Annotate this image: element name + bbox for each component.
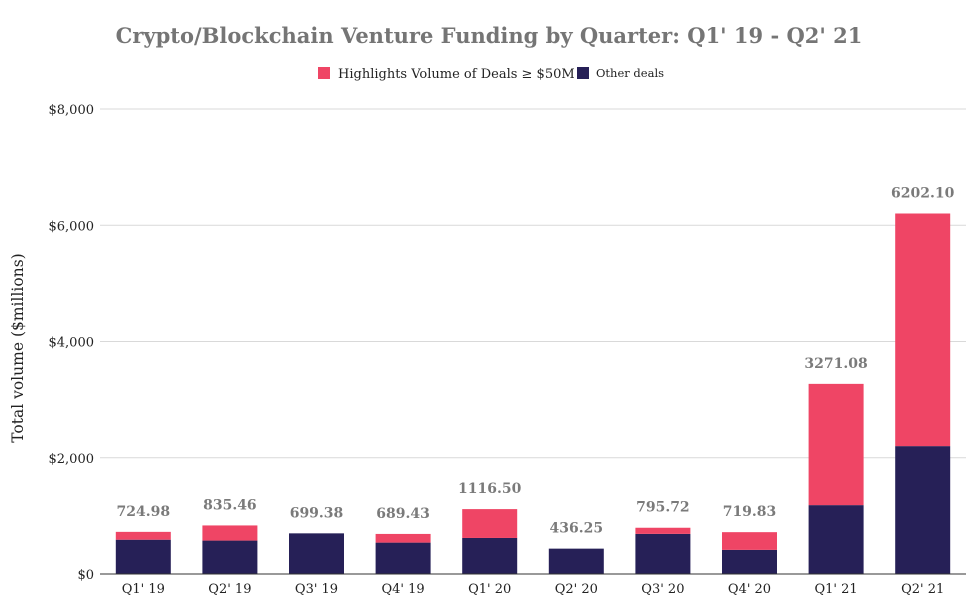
total-data-label: 3271.08 [804, 356, 867, 372]
total-data-label: 699.38 [290, 505, 344, 521]
legend-swatch-other [577, 67, 589, 79]
total-data-label: 795.72 [636, 500, 690, 516]
bar-highlights [115, 531, 171, 540]
bar-other-deals [548, 548, 604, 574]
bar-other-deals [462, 537, 518, 574]
bar-highlights [635, 527, 691, 534]
y-tick-label: $6,000 [49, 219, 95, 234]
bar-highlights [808, 383, 864, 506]
total-data-label: 719.83 [723, 504, 777, 520]
bar-other-deals [289, 533, 344, 574]
bar-highlights [462, 509, 518, 538]
x-axis-ticks: Q1' 19 Q2' 19 Q3' 19 Q4' 19 Q1' 20 Q2' 20 Q3' … [122, 582, 945, 597]
bar-other-deals [202, 540, 258, 574]
bar-other-deals [895, 446, 951, 574]
y-axis-label: Total volume ($millions) [9, 253, 27, 442]
x-tick-label: Q3' 19 [295, 582, 338, 597]
x-tick-label: Q4' 20 [728, 582, 771, 597]
bar-highlights [375, 533, 431, 543]
bar-other-deals [808, 505, 864, 574]
bar-other-deals [635, 533, 691, 574]
total-data-label: 724.98 [117, 504, 171, 520]
bar-highlights [722, 532, 777, 550]
legend-label-highlights: Highlights Volume of Deals ≥ $50M [338, 67, 575, 82]
x-tick-label: Q1' 21 [815, 582, 858, 597]
x-tick-label: Q2' 21 [901, 582, 944, 597]
total-data-label: 835.46 [203, 497, 257, 513]
legend-swatch-highlights [318, 67, 330, 79]
bar-other-deals [722, 549, 777, 574]
x-tick-label: Q2' 20 [555, 582, 598, 597]
total-data-label: 436.25 [550, 521, 604, 537]
x-tick-label: Q4' 19 [382, 582, 425, 597]
y-tick-label: $4,000 [49, 336, 95, 351]
x-tick-label: Q3' 20 [641, 582, 684, 597]
bar-other-deals [115, 539, 171, 574]
chart-title: Crypto/Blockchain Venture Funding by Qua… [116, 23, 863, 48]
legend: Highlights Volume of Deals ≥ $50M Other … [318, 66, 664, 82]
total-data-label: 1116.50 [458, 481, 522, 497]
y-tick-label: $2,000 [49, 452, 95, 467]
bars [115, 213, 951, 574]
y-tick-label: $0 [77, 568, 94, 583]
x-tick-label: Q2' 19 [208, 582, 251, 597]
total-data-label: 689.43 [376, 506, 430, 522]
data-labels: 724.98 835.46 699.38 689.43 1116.50 436.25 795… [117, 186, 955, 537]
bar-other-deals [375, 542, 431, 574]
x-tick-label: Q1' 20 [468, 582, 511, 597]
bar-highlights [202, 525, 258, 541]
legend-label-other: Other deals [596, 66, 664, 80]
bar-highlights [895, 213, 951, 447]
y-axis-ticks: $0 $2,000 $4,000 $6,000 $8,000 [49, 103, 95, 583]
total-data-label: 6202.10 [891, 186, 955, 202]
y-tick-label: $8,000 [49, 103, 95, 118]
x-tick-label: Q1' 19 [122, 582, 165, 597]
